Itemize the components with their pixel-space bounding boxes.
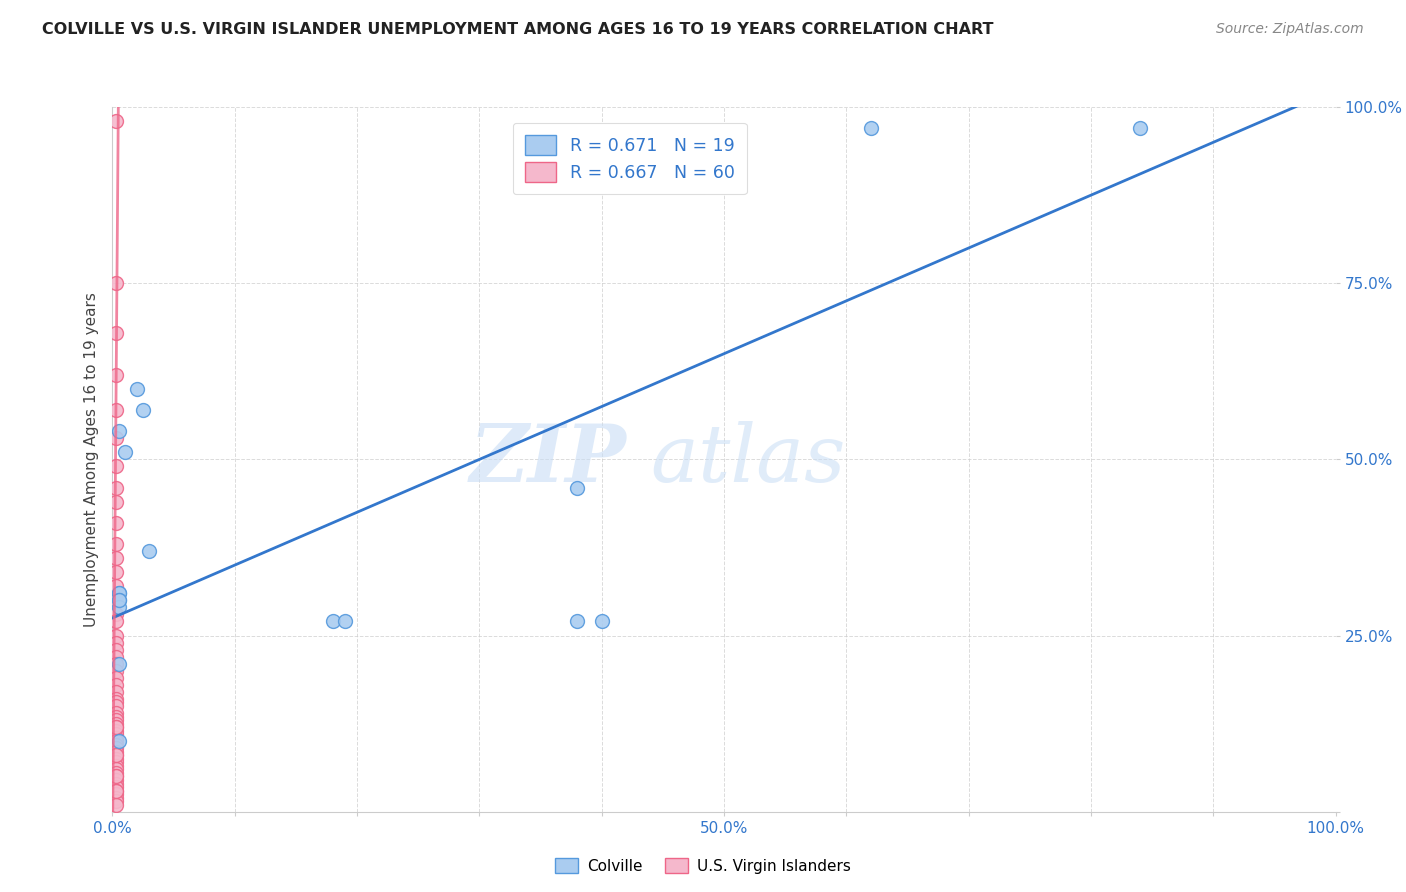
Point <box>105 642 128 657</box>
Point <box>567 615 589 629</box>
Text: COLVILLE VS U.S. VIRGIN ISLANDER UNEMPLOYMENT AMONG AGES 16 TO 19 YEARS CORRELAT: COLVILLE VS U.S. VIRGIN ISLANDER UNEMPLO… <box>42 22 994 37</box>
Point <box>591 615 613 629</box>
Point <box>105 635 128 649</box>
Point <box>105 403 128 417</box>
Legend: Colville, U.S. Virgin Islanders: Colville, U.S. Virgin Islanders <box>548 852 858 880</box>
Point <box>105 776 128 790</box>
Point <box>105 752 128 766</box>
Point <box>105 579 128 593</box>
Point <box>105 720 128 734</box>
Point <box>105 326 128 340</box>
Point <box>105 790 128 805</box>
Point <box>105 772 128 787</box>
Point <box>105 664 128 678</box>
Point <box>105 494 128 508</box>
Point <box>105 716 128 731</box>
Point <box>105 459 128 474</box>
Point <box>105 685 128 699</box>
Point <box>105 769 128 784</box>
Point <box>105 756 128 770</box>
Point <box>105 699 128 714</box>
Point <box>125 382 148 396</box>
Point <box>105 516 128 530</box>
Point <box>105 628 128 642</box>
Point <box>105 748 128 763</box>
Point <box>105 794 128 808</box>
Point <box>105 706 128 720</box>
Point <box>105 671 128 685</box>
Point <box>105 607 128 622</box>
Point <box>322 615 344 629</box>
Legend: R = 0.671   N = 19, R = 0.667   N = 60: R = 0.671 N = 19, R = 0.667 N = 60 <box>513 123 747 194</box>
Point <box>107 600 129 615</box>
Point <box>107 593 129 607</box>
Point <box>105 696 128 710</box>
Point <box>105 114 128 128</box>
Point <box>107 586 129 600</box>
Text: ZIP: ZIP <box>470 421 626 498</box>
Point <box>105 678 128 692</box>
Point <box>105 783 128 797</box>
Point <box>105 748 128 763</box>
Point <box>105 537 128 551</box>
Point <box>105 368 128 382</box>
Point <box>333 615 356 629</box>
Point <box>105 709 128 723</box>
Point <box>105 727 128 741</box>
Point <box>105 551 128 566</box>
Point <box>105 713 128 727</box>
Point <box>105 745 128 759</box>
Point <box>105 759 128 773</box>
Point <box>105 720 128 734</box>
Point <box>138 544 160 558</box>
Point <box>567 481 589 495</box>
Point <box>105 565 128 579</box>
Y-axis label: Unemployment Among Ages 16 to 19 years: Unemployment Among Ages 16 to 19 years <box>83 292 98 627</box>
Point <box>105 723 128 738</box>
Point <box>105 766 128 780</box>
Point <box>1129 121 1152 136</box>
Point <box>107 424 129 438</box>
Point <box>107 657 129 671</box>
Point <box>105 657 128 671</box>
Point <box>105 649 128 664</box>
Point <box>105 797 128 812</box>
Point <box>105 615 128 629</box>
Point <box>105 692 128 706</box>
Point <box>105 780 128 794</box>
Point <box>107 593 129 607</box>
Point <box>107 734 129 748</box>
Point <box>105 783 128 797</box>
Point <box>105 741 128 756</box>
Point <box>859 121 882 136</box>
Point <box>105 769 128 784</box>
Point <box>105 734 128 748</box>
Point <box>105 763 128 777</box>
Point <box>107 586 129 600</box>
Point <box>105 738 128 752</box>
Text: Source: ZipAtlas.com: Source: ZipAtlas.com <box>1216 22 1364 37</box>
Point <box>105 481 128 495</box>
Point <box>114 445 136 459</box>
Point <box>132 403 155 417</box>
Point <box>105 731 128 745</box>
Point <box>105 593 128 607</box>
Point <box>105 431 128 445</box>
Point <box>105 277 128 291</box>
Text: atlas: atlas <box>651 421 846 498</box>
Point <box>105 787 128 801</box>
